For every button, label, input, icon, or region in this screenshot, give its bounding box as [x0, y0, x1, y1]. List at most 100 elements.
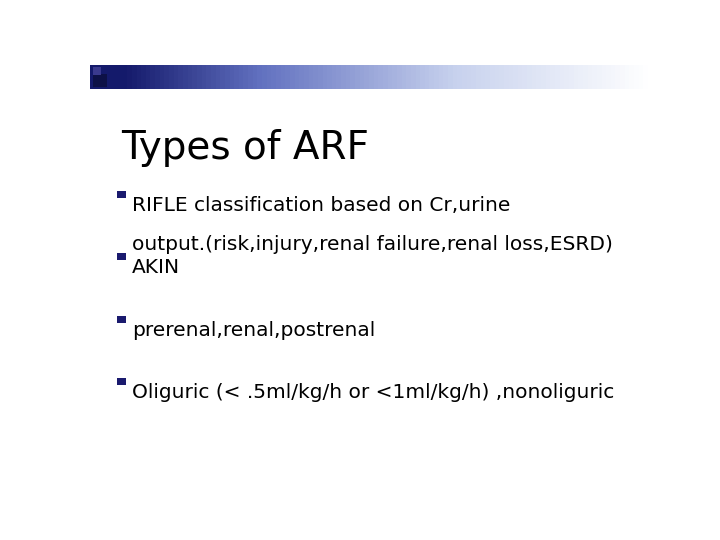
Text: Types of ARF: Types of ARF — [121, 129, 369, 167]
Bar — [327, 65, 333, 89]
Bar — [188, 65, 193, 89]
Bar — [392, 65, 397, 89]
Bar — [99, 65, 104, 89]
Bar — [150, 65, 156, 89]
Text: RIFLE classification based on Cr,urine: RIFLE classification based on Cr,urine — [132, 196, 510, 215]
Bar — [94, 65, 100, 89]
Bar — [258, 65, 263, 89]
Bar — [313, 65, 318, 89]
Bar — [197, 65, 202, 89]
Bar — [499, 65, 505, 89]
Bar — [225, 65, 230, 89]
Bar — [290, 65, 295, 89]
Bar — [555, 65, 560, 89]
Bar — [448, 65, 454, 89]
Bar — [397, 65, 402, 89]
Bar — [248, 65, 253, 89]
Bar — [550, 65, 556, 89]
Bar — [351, 65, 356, 89]
Bar — [411, 65, 416, 89]
Bar — [117, 316, 126, 322]
Bar — [453, 65, 458, 89]
Bar — [104, 65, 109, 89]
Bar — [588, 65, 593, 89]
Bar — [402, 65, 407, 89]
Bar — [304, 65, 309, 89]
Bar — [444, 65, 449, 89]
Bar — [606, 65, 611, 89]
Bar — [206, 65, 212, 89]
Bar — [457, 65, 462, 89]
Bar — [564, 65, 570, 89]
Bar — [490, 65, 495, 89]
Bar — [472, 65, 477, 89]
Bar — [318, 65, 323, 89]
Text: output.(risk,injury,renal failure,renal loss,ESRD): output.(risk,injury,renal failure,renal … — [132, 235, 613, 254]
Bar — [616, 65, 621, 89]
Bar — [374, 65, 379, 89]
Bar — [438, 65, 444, 89]
Bar — [634, 65, 639, 89]
Bar — [495, 65, 500, 89]
Bar — [309, 65, 314, 89]
Bar — [271, 65, 276, 89]
Bar — [644, 65, 649, 89]
Bar — [569, 65, 574, 89]
Bar — [508, 65, 513, 89]
Bar — [518, 65, 523, 89]
Bar — [230, 65, 235, 89]
Bar — [243, 65, 248, 89]
Bar — [360, 65, 365, 89]
Bar — [597, 65, 602, 89]
Bar — [387, 65, 393, 89]
Bar — [262, 65, 267, 89]
Bar — [485, 65, 490, 89]
Bar — [117, 378, 126, 385]
Text: AKIN: AKIN — [132, 258, 180, 277]
Text: Oliguric (< .5ml/kg/h or <1ml/kg/h) ,nonoliguric: Oliguric (< .5ml/kg/h or <1ml/kg/h) ,non… — [132, 383, 614, 402]
Bar — [93, 73, 107, 87]
Bar — [462, 65, 467, 89]
Bar — [620, 65, 625, 89]
Bar — [523, 65, 528, 89]
Bar — [127, 65, 132, 89]
Bar — [253, 65, 258, 89]
Bar — [532, 65, 537, 89]
Bar — [285, 65, 290, 89]
Bar — [425, 65, 430, 89]
Bar — [578, 65, 583, 89]
Bar — [332, 65, 337, 89]
Bar — [132, 65, 137, 89]
Bar — [364, 65, 369, 89]
Bar — [625, 65, 630, 89]
Bar — [281, 65, 286, 89]
Bar — [90, 65, 95, 89]
Bar — [355, 65, 360, 89]
Bar — [220, 65, 225, 89]
Bar — [574, 65, 579, 89]
Bar — [639, 65, 644, 89]
Bar — [300, 65, 305, 89]
Bar — [601, 65, 607, 89]
Bar — [541, 65, 546, 89]
Bar — [234, 65, 239, 89]
Bar — [583, 65, 588, 89]
Bar — [429, 65, 435, 89]
Bar — [179, 65, 184, 89]
Bar — [164, 65, 170, 89]
Bar — [611, 65, 616, 89]
Bar — [346, 65, 351, 89]
Bar — [420, 65, 426, 89]
Bar — [504, 65, 509, 89]
Text: prerenal,renal,postrenal: prerenal,renal,postrenal — [132, 321, 375, 340]
Bar — [536, 65, 541, 89]
Bar — [406, 65, 411, 89]
Bar — [117, 191, 126, 198]
Bar — [93, 67, 101, 75]
Bar — [169, 65, 174, 89]
Bar — [383, 65, 388, 89]
Bar — [481, 65, 486, 89]
Bar — [118, 65, 123, 89]
Bar — [160, 65, 165, 89]
Bar — [546, 65, 551, 89]
